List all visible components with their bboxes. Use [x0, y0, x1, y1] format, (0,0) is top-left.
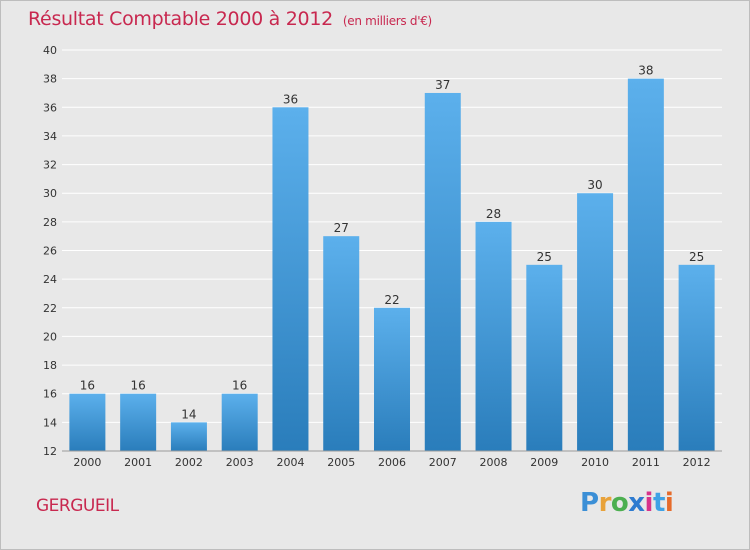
bar-2010	[577, 193, 614, 451]
chart-title-text: Résultat Comptable 2000 à 2012	[28, 8, 333, 30]
data-labels: 16 16 14 16 36 27 22 37 28 25 30 38 25	[80, 64, 705, 422]
chart-subtitle: (en milliers d'€)	[342, 14, 432, 28]
data-label: 16	[80, 379, 95, 393]
x-tick-label: 2009	[530, 456, 558, 469]
y-axis-tick-labels: 12 14 16 18 20 22 24 26 28 30 32 34 36 38 40	[43, 44, 57, 458]
bars	[69, 78, 715, 452]
x-tick-label: 2012	[683, 456, 711, 469]
x-tick-label: 2005	[327, 456, 355, 469]
x-tick-label: 2001	[124, 456, 152, 469]
y-tick-label: 16	[43, 388, 57, 401]
proxiti-logo: Proxiti	[580, 488, 674, 518]
y-tick-label: 38	[43, 73, 57, 86]
x-tick-label: 2010	[581, 456, 609, 469]
data-label: 28	[486, 207, 501, 221]
chart-title: Résultat Comptable 2000 à 2012 (en millie…	[28, 8, 432, 30]
bar-2012	[678, 264, 715, 451]
bar-2002	[170, 422, 207, 451]
logo-letter: P	[580, 488, 599, 518]
data-label: 27	[334, 221, 349, 235]
data-label: 22	[384, 293, 399, 307]
bar-2008	[475, 221, 512, 451]
bar-2001	[120, 393, 157, 451]
bar-2005	[323, 236, 360, 451]
y-tick-label: 22	[43, 302, 57, 315]
y-tick-label: 40	[43, 44, 57, 57]
bar-2011	[627, 78, 664, 452]
data-label: 25	[537, 250, 552, 264]
y-tick-label: 20	[43, 330, 57, 343]
logo-letter: x	[628, 488, 645, 518]
bar-2004	[272, 107, 309, 452]
x-axis-tick-labels: 2000 2001 2002 2003 2004 2005 2006 2007 2008 2009…	[73, 456, 710, 469]
bar-2009	[526, 264, 563, 451]
x-tick-label: 2004	[276, 456, 304, 469]
commune-name: GERGUEIL	[36, 496, 119, 516]
y-tick-label: 12	[43, 445, 57, 458]
data-label: 30	[587, 178, 602, 192]
data-label: 37	[435, 78, 450, 92]
y-tick-label: 32	[43, 159, 57, 172]
logo-letter: i	[644, 488, 654, 518]
y-tick-label: 36	[43, 101, 57, 114]
y-tick-label: 18	[43, 359, 57, 372]
data-label: 16	[232, 379, 247, 393]
y-tick-label: 28	[43, 216, 57, 229]
data-label: 38	[638, 64, 653, 78]
bar-2003	[221, 393, 258, 451]
y-tick-label: 30	[43, 187, 57, 200]
x-tick-label: 2011	[632, 456, 660, 469]
logo-letter: i	[664, 488, 674, 518]
x-tick-label: 2000	[73, 456, 101, 469]
x-tick-label: 2008	[480, 456, 508, 469]
bar-2007	[424, 92, 461, 451]
x-tick-label: 2007	[429, 456, 457, 469]
y-tick-label: 34	[43, 130, 57, 143]
logo-letter: o	[610, 488, 629, 518]
bar-2000	[69, 393, 106, 451]
y-tick-label: 14	[43, 416, 57, 429]
data-label: 25	[689, 250, 704, 264]
x-tick-label: 2006	[378, 456, 406, 469]
logo-letter: r	[598, 488, 612, 518]
bar-2006	[374, 307, 410, 451]
x-tick-label: 2003	[226, 456, 254, 469]
data-label: 16	[131, 379, 146, 393]
data-label: 36	[283, 92, 298, 106]
x-tick-label: 2002	[175, 456, 203, 469]
data-label: 14	[181, 407, 196, 421]
y-tick-label: 24	[43, 273, 57, 286]
logo-letter: t	[652, 488, 665, 518]
y-tick-label: 26	[43, 245, 57, 258]
